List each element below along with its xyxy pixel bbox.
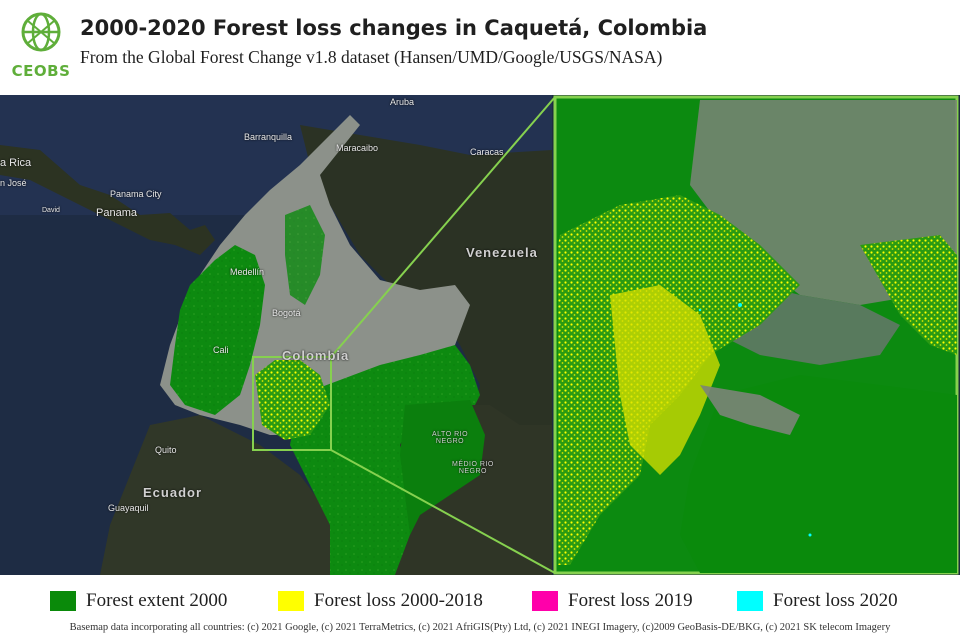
map-graphic <box>0 95 959 575</box>
label-bogota: Bogotá <box>272 308 301 318</box>
legend-item-forest-extent: Forest extent 2000 <box>50 590 227 612</box>
label-barranquilla: Barranquilla <box>244 132 293 142</box>
legend-item-loss-2019: Forest loss 2019 <box>532 590 693 612</box>
map-area[interactable]: Venezuela Colombia Ecuador Panama Panama… <box>0 95 960 575</box>
western-forest <box>170 245 265 415</box>
logo-text: CEOBS <box>11 62 71 80</box>
deforestation-front <box>255 360 330 440</box>
label-caracas: Caracas <box>470 147 504 157</box>
legend-label: Forest loss 2000-2018 <box>314 590 483 611</box>
legend: Forest extent 2000 Forest loss 2000-2018… <box>0 580 960 620</box>
ecuador-peru-land <box>100 415 340 575</box>
label-medellin: Medellín <box>230 267 265 277</box>
label-david: David <box>42 207 60 214</box>
legend-item-loss-2000-2018: Forest loss 2000-2018 <box>278 590 483 612</box>
label-costa-rica: a Rica <box>0 157 32 169</box>
amazon-forest <box>290 345 480 575</box>
ceobs-logo: CEOBS <box>10 10 72 82</box>
label-ecuador: Ecuador <box>143 485 203 500</box>
legend-swatch <box>278 591 304 611</box>
label-aruba: Aruba <box>390 97 415 107</box>
header: CEOBS 2000-2020 Forest loss changes in C… <box>0 0 960 95</box>
zoom-connector-bottom <box>330 449 556 574</box>
zoom-selection-box <box>252 356 332 451</box>
globe-icon <box>21 12 61 52</box>
legend-swatch <box>532 591 558 611</box>
central-america-land <box>0 145 215 255</box>
label-quito: Quito <box>155 445 177 455</box>
basemap-credits: Basemap data incorporating all countries… <box>69 622 891 633</box>
label-alto-rio-negro: ALTO RIO NEGRO <box>432 431 469 445</box>
page-subtitle: From the Global Forest Change v1.8 datas… <box>80 47 663 67</box>
inset-zoom-map <box>553 95 959 575</box>
label-guayaquil: Guayaquil <box>108 503 149 513</box>
label-colombia: Colombia <box>282 348 350 363</box>
legend-label: Forest loss 2020 <box>773 590 898 611</box>
label-venezuela: Venezuela <box>466 245 538 260</box>
legend-swatch <box>737 591 763 611</box>
page-title: 2000-2020 Forest loss changes in Caquetá… <box>80 16 708 40</box>
label-panama: Panama <box>96 207 137 219</box>
label-maracaibo: Maracaibo <box>336 143 379 153</box>
legend-swatch <box>50 591 76 611</box>
label-panama-city: Panama City <box>110 189 162 199</box>
label-jose: n José <box>0 178 27 188</box>
zoom-connector-top <box>330 96 556 358</box>
legend-item-loss-2020: Forest loss 2020 <box>737 590 898 612</box>
label-cali: Cali <box>213 345 229 355</box>
label-medio-rio-negro: MÉDIO RIO NEGRO <box>452 461 494 475</box>
legend-label: Forest loss 2019 <box>568 590 693 611</box>
legend-label: Forest extent 2000 <box>86 590 228 611</box>
